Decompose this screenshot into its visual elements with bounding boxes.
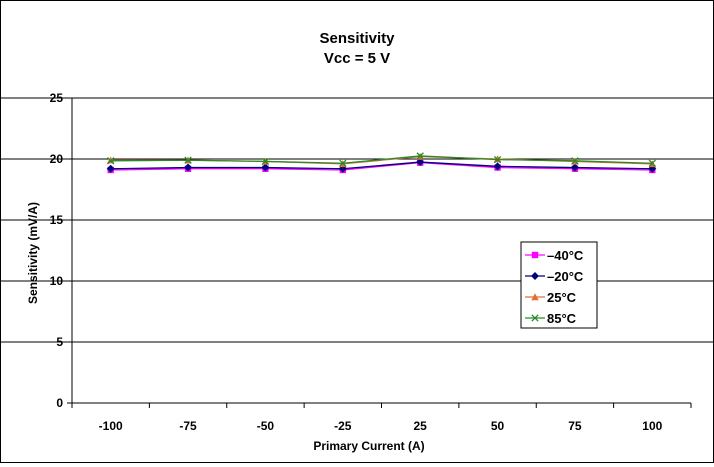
data-point	[648, 159, 656, 167]
legend-label: –40°C	[547, 248, 584, 263]
legend-label: 85°C	[547, 311, 577, 326]
legend-marker	[531, 314, 539, 322]
chart-title: Sensitivity	[319, 30, 395, 47]
x-tick-labels: -100 -75 -50 -25 25 50 75 100	[99, 419, 663, 433]
legend-item: 85°C	[525, 311, 577, 326]
data-point	[416, 152, 424, 160]
x-tick-label: 25	[414, 419, 428, 433]
axes	[71, 98, 692, 408]
data-point	[571, 157, 579, 165]
legend-label: –20°C	[547, 269, 584, 284]
y-tick-label: 20	[50, 152, 64, 166]
legend: –40°C –20°C 25°C 85°C	[520, 241, 598, 329]
data-point	[416, 158, 425, 167]
y-tick-label: 25	[50, 91, 64, 105]
x-tick-label: -25	[334, 419, 352, 433]
y-tick-labels: 0 5 10 15 20 25	[50, 91, 64, 410]
legend-item: 25°C	[525, 290, 577, 305]
legend-item: –40°C	[525, 248, 584, 263]
series-line	[110, 155, 653, 164]
data-point	[339, 159, 347, 167]
x-axis-label: Primary Current (A)	[313, 439, 424, 453]
chart-subtitle: Vcc = 5 V	[324, 50, 390, 67]
data-point	[184, 163, 193, 172]
x-tick-label: -75	[179, 419, 197, 433]
series-layer	[106, 152, 657, 174]
plot-background	[72, 98, 691, 403]
y-axis-label: Sensitivity (mV/A)	[26, 202, 40, 304]
y-tick-label: 10	[50, 274, 64, 288]
x-tick-label: 75	[568, 419, 582, 433]
legend-label: 25°C	[547, 290, 577, 305]
data-point	[184, 156, 192, 164]
data-point	[493, 162, 502, 171]
data-point	[261, 163, 270, 172]
data-point	[570, 163, 579, 172]
plot-area	[72, 98, 691, 403]
legend-item: –20°C	[525, 269, 584, 284]
series-line	[110, 161, 653, 170]
legend-marker	[531, 272, 539, 280]
y-tick-label: 15	[50, 213, 64, 227]
data-point	[107, 157, 115, 165]
x-tick-label: 50	[491, 419, 505, 433]
series-line	[110, 162, 653, 171]
legend-marker	[531, 293, 539, 301]
data-point	[493, 155, 502, 164]
y-tick-label: 5	[56, 335, 63, 349]
y-tick-label: 0	[56, 396, 63, 410]
x-tick-label: 100	[642, 419, 662, 433]
series-3	[107, 152, 656, 167]
x-tick-label: -100	[99, 419, 123, 433]
legend-marker	[531, 251, 539, 259]
data-point	[106, 164, 115, 173]
data-point	[261, 157, 270, 166]
x-tick-label: -50	[257, 419, 275, 433]
